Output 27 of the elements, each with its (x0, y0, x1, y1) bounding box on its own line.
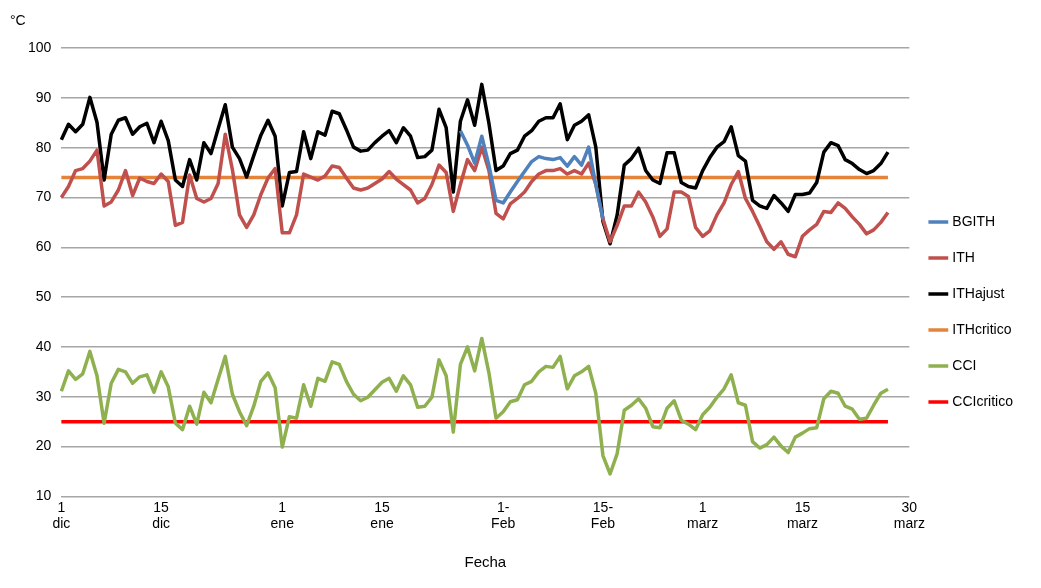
x-tick-label: 30 marz (893, 498, 925, 532)
legend-label: BGITH (952, 212, 996, 229)
x-tick-label: 15 dic (152, 498, 171, 532)
y-tick-label: 70 (35, 188, 52, 205)
x-tick-label: 15 marz (786, 498, 819, 532)
legend-label: CCI (952, 356, 977, 373)
legend-label: ITHcritico (952, 320, 1012, 337)
y-tick-label: 10 (35, 487, 52, 504)
x-tick-label: 15 ene (370, 498, 394, 532)
x-tick-label: 1 dic (52, 498, 71, 532)
y-tick-label: 90 (35, 88, 52, 105)
y-tick-label: 30 (35, 387, 52, 404)
y-tick-label: 100 (28, 38, 52, 55)
y-tick-label: 20 (35, 437, 52, 454)
legend-label: ITHajust (952, 284, 1005, 301)
y-tick-label: 50 (35, 287, 52, 304)
y-tick-label: 60 (35, 238, 52, 255)
legend-label: CCIcritico (952, 392, 1014, 409)
legend-label: ITH (952, 248, 975, 265)
y-axis-title: °C (10, 11, 26, 28)
y-tick-label: 40 (35, 337, 52, 354)
x-tick-label: 1 marz (687, 498, 719, 532)
x-tick-label: 1- Feb (491, 498, 516, 532)
x-tick-label: 1 ene (270, 498, 295, 532)
y-tick-label: 80 (35, 138, 52, 155)
x-axis-title: Fecha (464, 553, 507, 571)
x-tick-label: 15- Feb (590, 498, 616, 532)
